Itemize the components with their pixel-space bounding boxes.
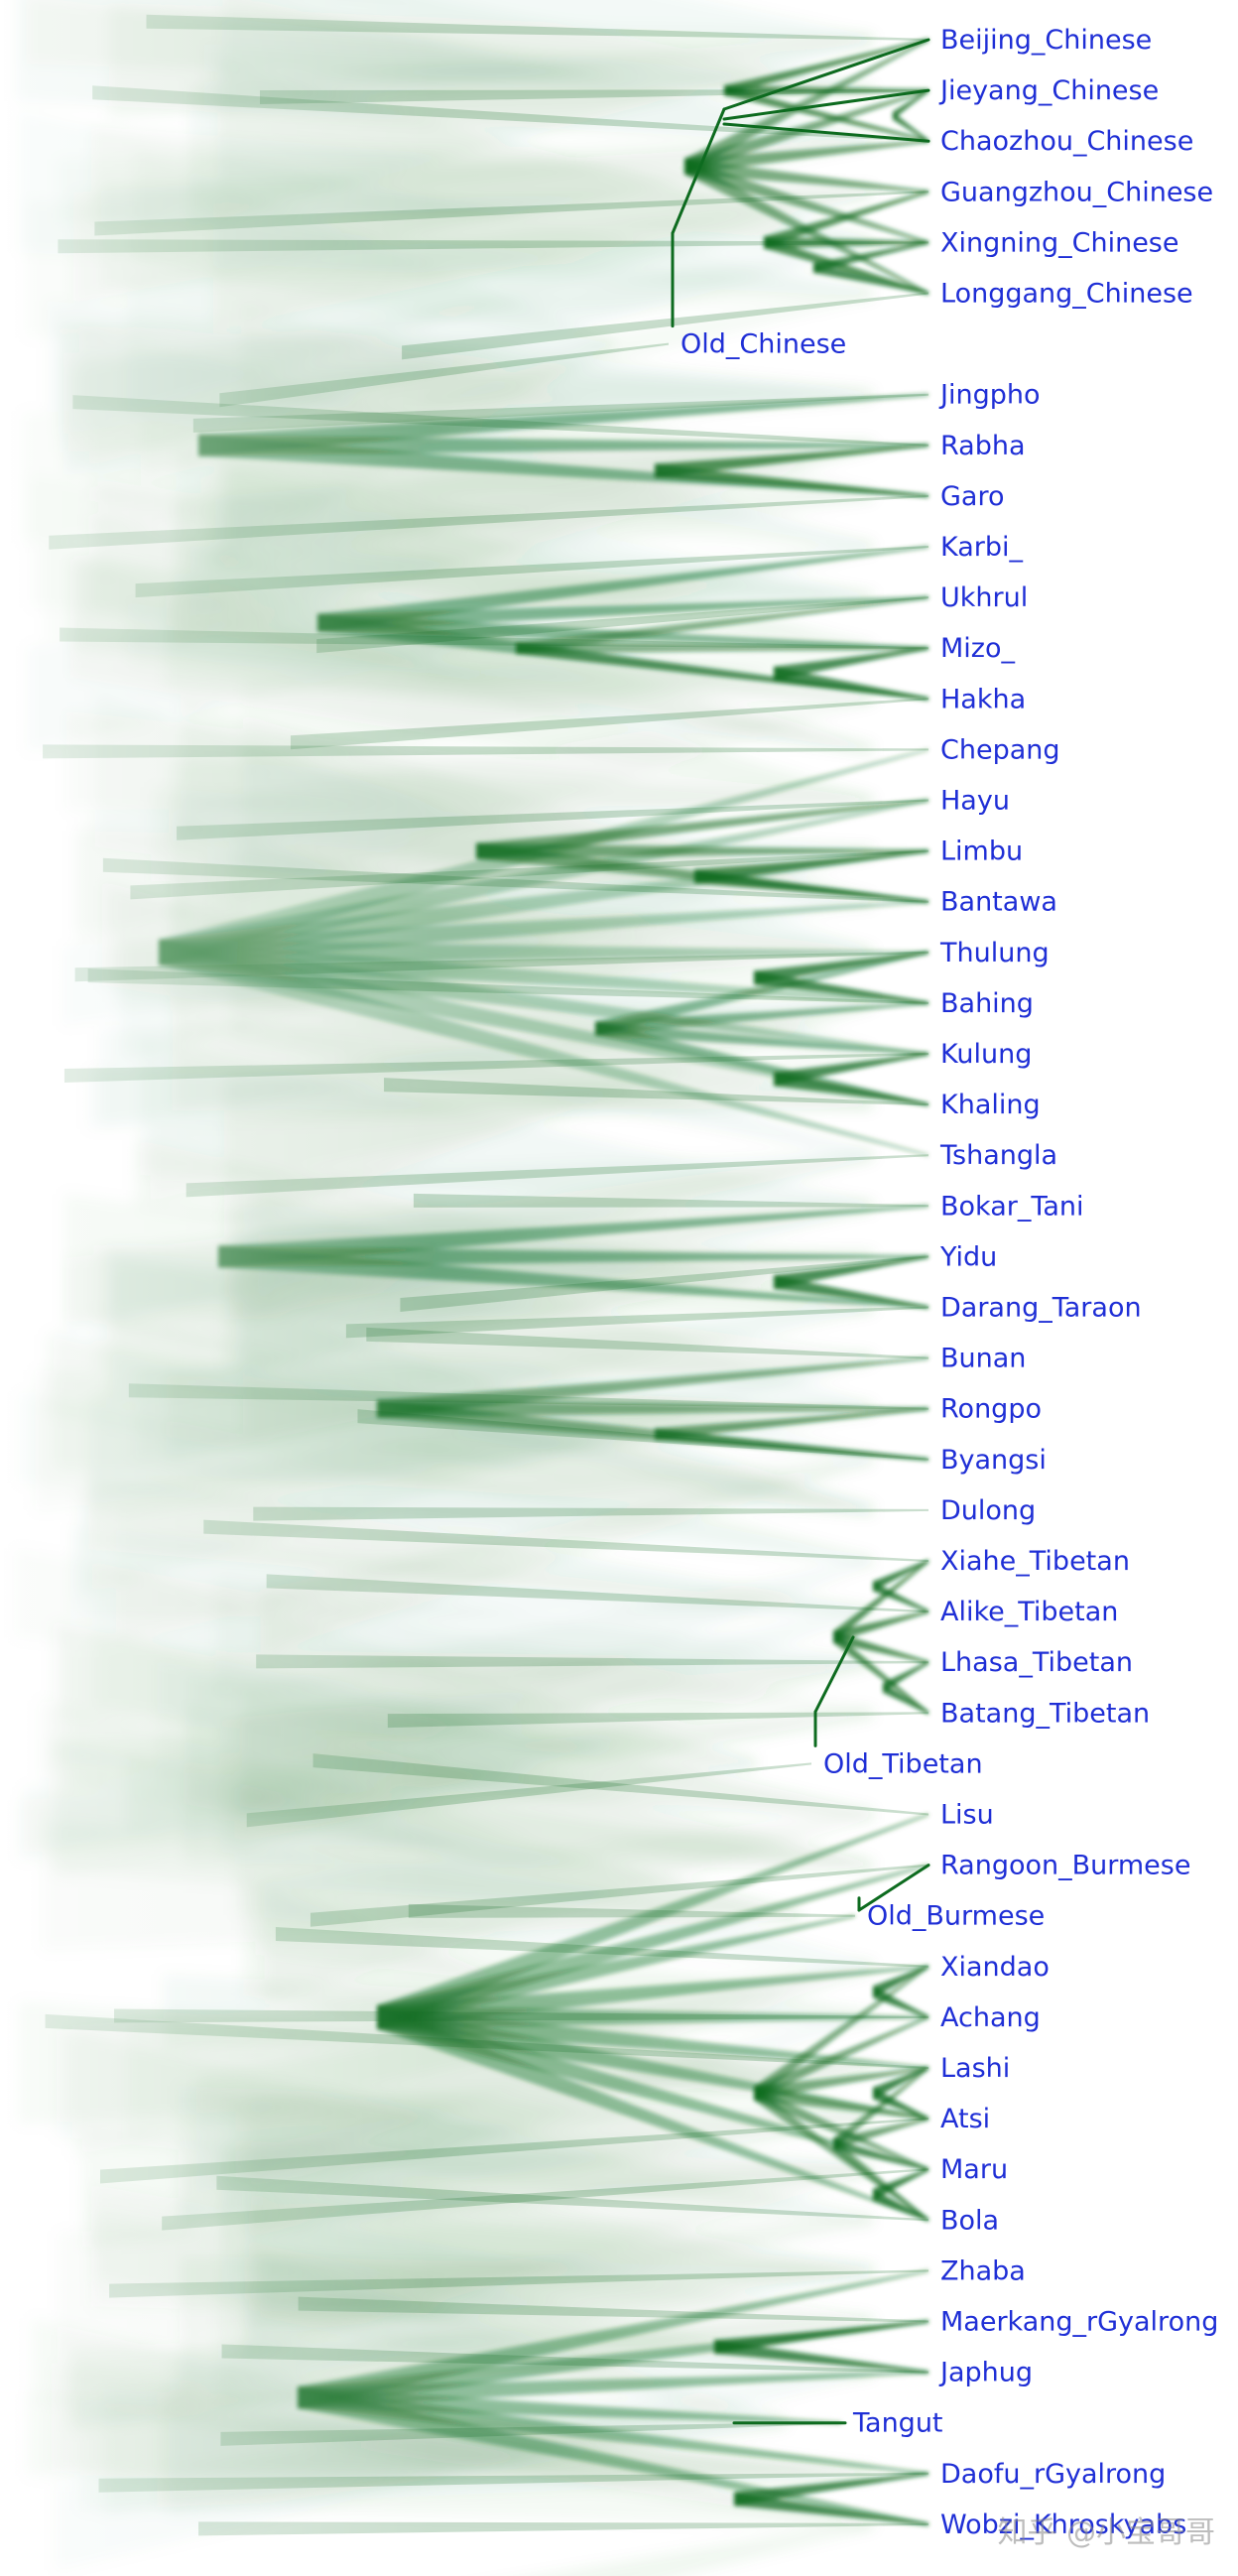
taxon-label: Byangsi — [940, 1445, 1047, 1476]
taxon-label: Maerkang_rGyalrong — [940, 2307, 1218, 2338]
taxon-label: Longgang_Chinese — [940, 279, 1193, 310]
taxon-label: Batang_Tibetan — [940, 1698, 1150, 1729]
taxon-label: Daofu_rGyalrong — [940, 2459, 1166, 2490]
watermark: 知乎 @小宝哥哥 — [997, 2515, 1215, 2550]
taxon-label: Jingpho — [938, 380, 1041, 411]
taxon-label: Tangut — [852, 2408, 943, 2439]
taxon-label: Zhaba — [940, 2255, 1026, 2286]
taxon-label: Beijing_Chinese — [940, 25, 1152, 56]
taxon-label: Mizo_ — [940, 633, 1015, 664]
taxon-label: Rabha — [940, 431, 1026, 461]
taxon-label: Old_Burmese — [867, 1901, 1045, 1932]
taxon-label: Jieyang_Chinese — [938, 75, 1159, 106]
taxon-label: Bokar_Tani — [940, 1191, 1084, 1222]
taxon-labels: Beijing_Chinese Jieyang_Chinese Chaozhou_C… — [681, 25, 1218, 2540]
taxon-label: Xingning_Chinese — [940, 227, 1178, 258]
taxon-label: Xiahe_Tibetan — [940, 1546, 1130, 1577]
taxon-label: Khaling — [940, 1090, 1041, 1120]
taxon-label: Darang_Taraon — [940, 1293, 1142, 1324]
taxon-label: Wobzi_Khroskyabs — [940, 2510, 1186, 2540]
taxon-label: Chaozhou_Chinese — [940, 126, 1193, 157]
taxon-label: Atsi — [940, 2104, 990, 2134]
taxon-label: Limbu — [940, 837, 1023, 867]
taxon-label: Lisu — [940, 1800, 994, 1831]
taxon-label: Lashi — [940, 2053, 1010, 2084]
taxon-label: Hakha — [940, 684, 1026, 714]
taxon-label: Chepang — [940, 734, 1060, 765]
taxon-label: Achang — [940, 2002, 1041, 2033]
taxon-label: Bantawa — [940, 887, 1057, 918]
taxon-label: Lhasa_Tibetan — [940, 1647, 1133, 1678]
taxon-label: Bola — [940, 2205, 999, 2236]
taxon-label: Alike_Tibetan — [940, 1597, 1118, 1627]
taxon-label: Tshangla — [939, 1140, 1057, 1171]
taxon-label: Rangoon_Burmese — [940, 1851, 1190, 1881]
taxon-label: Japhug — [938, 2358, 1033, 2388]
taxon-label: Xiandao — [940, 1952, 1050, 1983]
taxon-label: Maru — [940, 2154, 1008, 2185]
taxon-label: Old_Tibetan — [823, 1748, 983, 1779]
taxon-label: Bahing — [940, 988, 1034, 1019]
taxon-label: Hayu — [940, 786, 1010, 817]
taxon-label: Thulung — [939, 938, 1050, 968]
taxon-label: Garo — [940, 481, 1005, 512]
taxon-label: Karbi_ — [940, 532, 1024, 563]
taxon-label: Kulung — [940, 1039, 1032, 1070]
taxon-label: Yidu — [939, 1241, 997, 1272]
taxon-label: Dulong — [940, 1495, 1036, 1526]
taxon-label: Bunan — [940, 1344, 1026, 1374]
taxon-label: Guangzhou_Chinese — [940, 177, 1213, 207]
taxon-label: Ukhrul — [940, 582, 1028, 613]
taxon-label: Rongpo — [940, 1394, 1042, 1425]
taxon-label: Old_Chinese — [681, 329, 846, 360]
